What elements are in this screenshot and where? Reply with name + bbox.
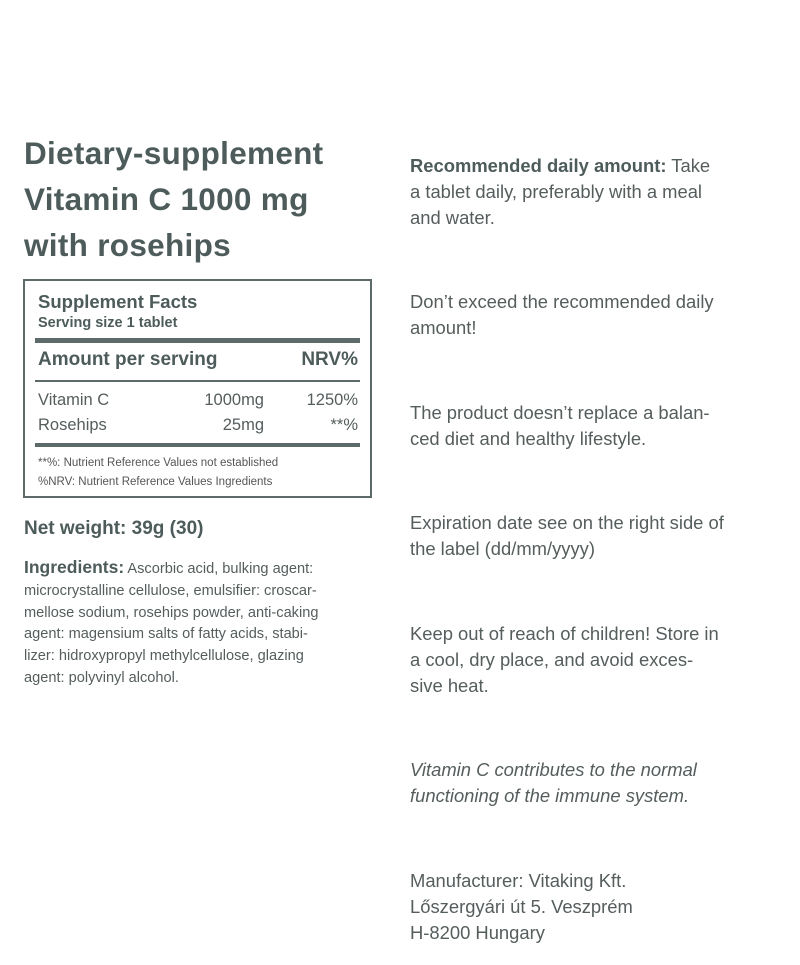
net-weight: Net weight: 39g (30) [24,518,204,539]
ingredients: Ingredients: Ascorbic acid, bulking agen… [24,557,319,686]
divider [35,338,360,343]
table-row: Vitamin C 1000mg 1250% [38,391,358,409]
table-row: Rosehips 25mg **% [38,416,358,434]
footnote: %NRV: Nutrient Reference Values Ingredie… [38,476,273,488]
divider [35,380,360,382]
facts-heading: Supplement Facts [38,291,198,312]
serving-size: Serving size 1 tablet [38,315,178,331]
nrv-header: NRV% [301,349,358,370]
usage-information: Recommended daily amount: Take a tablet … [410,154,724,943]
divider [35,443,360,447]
footnote: **%: Nutrient Reference Values not estab… [38,457,279,469]
supplement-facts-table: Supplement Facts Serving size 1 tablet A… [23,279,372,498]
product-title: Dietary-supplement Vitamin C 1000 mg wit… [24,135,324,263]
amount-header: Amount per serving [38,349,218,370]
